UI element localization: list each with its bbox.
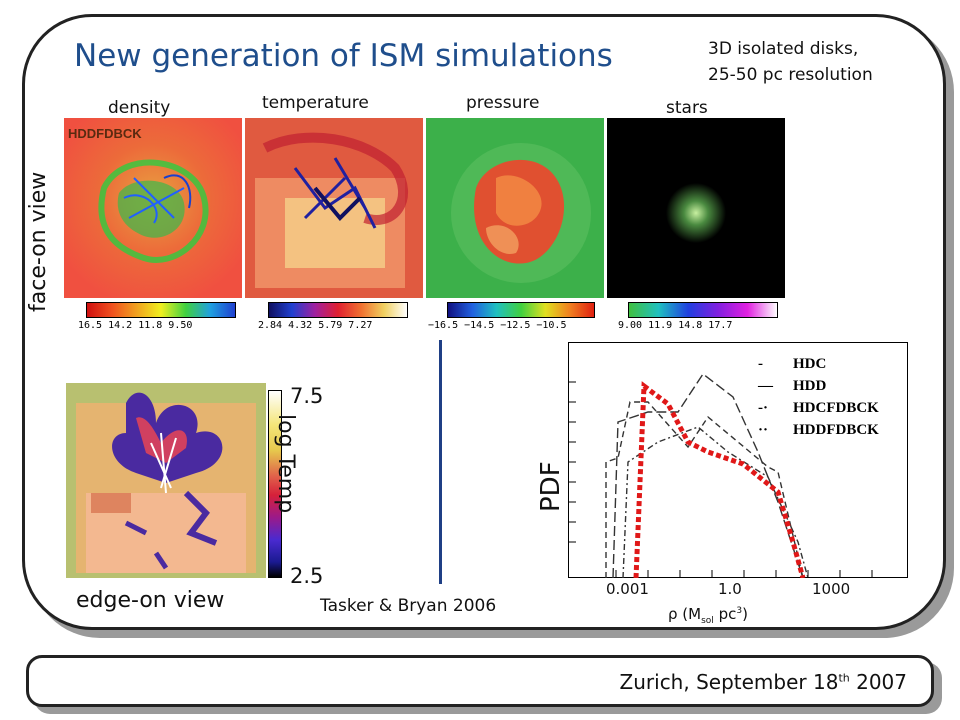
- slide-title: New generation of ISM simulations: [74, 38, 613, 74]
- stars-map: [607, 118, 785, 298]
- divider-line: [439, 340, 442, 584]
- subtitle-line-1: 3D isolated disks,: [708, 39, 859, 59]
- legend-name-2: HDD: [793, 378, 827, 394]
- density-colorbar-ticks: 16.5 14.2 11.8 9.50: [78, 320, 193, 331]
- pdf-plot: - HDC — HDD -· HDCFDBCK ·· HDDFDBCK: [568, 342, 908, 579]
- panel-label-temperature: temperature: [262, 93, 369, 113]
- slide-subtitle: 3D isolated disks, 25-50 pc resolution: [708, 36, 873, 88]
- pressure-colorbar: [447, 302, 595, 318]
- edge-on-label: edge-on view: [76, 588, 225, 613]
- x-tick-3: 1000: [812, 580, 851, 598]
- log-temp-max: 7.5: [290, 384, 324, 408]
- legend-name-1: HDC: [793, 356, 826, 372]
- pdf-axis-label: PDF: [536, 461, 566, 512]
- density-overlay-label: HDDFDBCK: [68, 126, 142, 141]
- density-map: HDDFDBCK: [64, 118, 242, 298]
- legend-name-3: HDCFDBCK: [793, 400, 879, 416]
- stars-colorbar-ticks: 9.00 11.9 14.8 17.7: [618, 320, 733, 331]
- stars-colorbar: [628, 302, 778, 318]
- subtitle-line-2: 25-50 pc resolution: [708, 65, 873, 85]
- x-tick-1: 0.001: [606, 580, 649, 598]
- legend-name-4: HDDFDBCK: [793, 422, 879, 438]
- temperature-colorbar-ticks: 2.84 4.32 5.79 7.27: [258, 320, 373, 331]
- footer-bar: Zurich, September 18th 2007: [26, 655, 934, 707]
- legend-style-3: -·: [758, 400, 768, 416]
- legend-style-4: ··: [758, 422, 768, 438]
- edge-on-map: [66, 383, 266, 578]
- x-axis-label: ρ (Msol pc3): [668, 605, 748, 626]
- log-temp-colorbar: [268, 390, 282, 578]
- x-tick-2: 1.0: [718, 580, 742, 598]
- log-temp-label: log Temp: [273, 414, 298, 514]
- temperature-colorbar: [268, 302, 408, 318]
- citation: Tasker & Bryan 2006: [320, 596, 497, 616]
- panel-label-stars: stars: [666, 98, 708, 118]
- footer-date: Zurich, September 18th 2007: [619, 670, 907, 694]
- panel-label-density: density: [108, 98, 171, 118]
- legend-style-1: -: [758, 356, 763, 372]
- density-colorbar: [86, 302, 236, 318]
- pressure-colorbar-ticks: −16.5 −14.5 −12.5 −10.5: [428, 320, 567, 331]
- pressure-map: [426, 118, 604, 298]
- temperature-map: [245, 118, 423, 298]
- face-on-label: face-on view: [26, 171, 51, 312]
- panel-label-pressure: pressure: [466, 93, 540, 113]
- legend-style-2: —: [757, 378, 774, 394]
- log-temp-min: 2.5: [290, 564, 324, 588]
